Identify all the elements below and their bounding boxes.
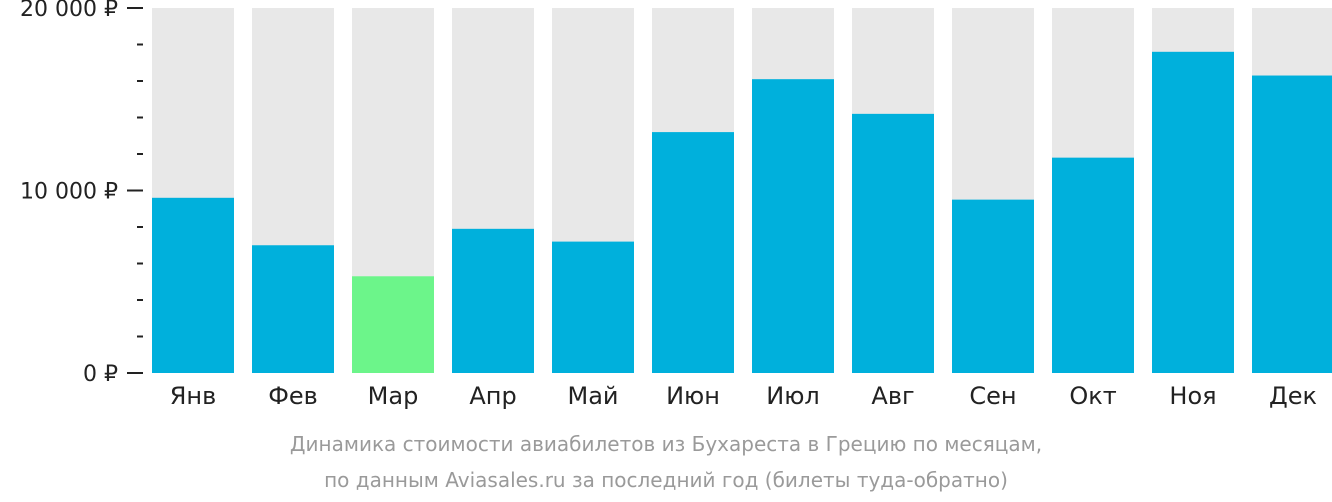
x-tick-label: Сен bbox=[969, 382, 1016, 410]
x-tick-label: Окт bbox=[1069, 382, 1116, 410]
bar-2 bbox=[252, 245, 334, 373]
bar-6 bbox=[652, 132, 734, 373]
x-tick-label: Авг bbox=[871, 382, 914, 410]
x-tick-label: Апр bbox=[469, 382, 516, 410]
bar-11 bbox=[1152, 51, 1234, 374]
y-tick-label: 20 000 ₽ bbox=[20, 0, 118, 22]
bars bbox=[152, 8, 1332, 374]
bar-1 bbox=[152, 197, 234, 373]
x-axis-labels: Янв Фев Мар Апр Май Июн Июл Авг Сен Окт Ноя Дек bbox=[170, 382, 1317, 410]
caption-line-2: по данным Aviasales.ru за последний год … bbox=[324, 468, 1008, 492]
bar-8 bbox=[852, 113, 934, 373]
bar-5 bbox=[552, 241, 634, 373]
bar-7 bbox=[752, 79, 834, 374]
bar-3 bbox=[352, 276, 434, 373]
x-tick-label: Дек bbox=[1269, 382, 1317, 410]
bar-12 bbox=[1252, 75, 1332, 374]
bar-4 bbox=[452, 228, 534, 373]
x-tick-label: Янв bbox=[170, 382, 217, 410]
x-tick-label: Мар bbox=[368, 382, 419, 410]
x-tick-label: Июл bbox=[766, 382, 820, 410]
y-tick-label: 10 000 ₽ bbox=[20, 180, 118, 205]
price-chart: 0 ₽ 10 000 ₽ 20 000 ₽ Янв Фев Мар Апр Май Июн Ию… bbox=[20, 0, 1332, 410]
x-tick-label: Ноя bbox=[1169, 382, 1216, 410]
x-tick-label: Фев bbox=[268, 382, 318, 410]
bar-9 bbox=[952, 199, 1034, 373]
x-tick-label: Июн bbox=[666, 382, 720, 410]
caption-line-1: Динамика стоимости авиабилетов из Бухаре… bbox=[289, 432, 1043, 456]
x-tick-label: Май bbox=[567, 382, 618, 410]
y-axis: 0 ₽ 10 000 ₽ 20 000 ₽ bbox=[20, 0, 143, 387]
bar-10 bbox=[1052, 157, 1134, 373]
y-tick-label: 0 ₽ bbox=[83, 362, 118, 387]
